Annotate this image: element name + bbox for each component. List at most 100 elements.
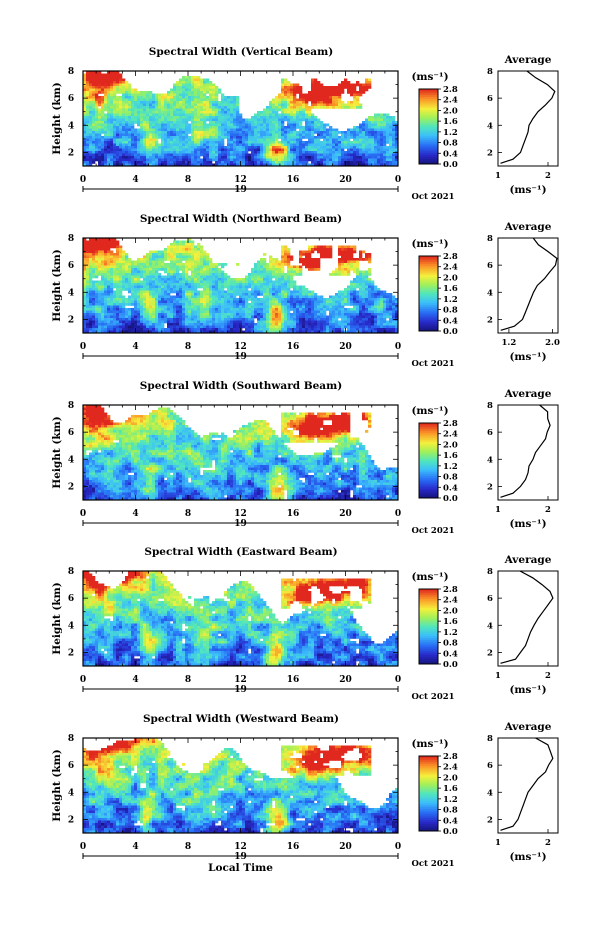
heatmap-cell bbox=[95, 288, 99, 291]
heatmap-cell bbox=[119, 101, 123, 104]
heatmap-cell bbox=[338, 163, 342, 167]
heatmap-cell bbox=[209, 138, 213, 142]
heatmap-cell bbox=[173, 123, 177, 127]
heatmap-cell bbox=[341, 81, 345, 84]
heatmap-cell bbox=[269, 121, 273, 124]
heatmap-cell bbox=[89, 113, 93, 117]
heatmap-cell bbox=[230, 158, 234, 162]
heatmap-cell bbox=[227, 298, 231, 301]
heatmap-cell bbox=[296, 151, 300, 154]
heatmap-cell bbox=[320, 146, 324, 149]
heatmap-cell bbox=[194, 121, 198, 124]
heatmap-cell bbox=[155, 96, 159, 99]
heatmap-cell bbox=[209, 275, 213, 279]
heatmap-cell bbox=[227, 323, 231, 326]
heatmap-cell bbox=[215, 268, 219, 271]
heatmap-cell bbox=[95, 113, 99, 117]
heatmap-cell bbox=[227, 101, 231, 104]
heatmap-cell bbox=[227, 275, 231, 279]
heatmap-cell bbox=[221, 106, 225, 109]
heatmap-cell bbox=[113, 103, 117, 107]
heatmap-cell bbox=[197, 323, 201, 326]
heatmap-cell bbox=[245, 313, 249, 316]
heatmap-cell bbox=[365, 146, 369, 149]
heatmap-cell bbox=[209, 298, 213, 301]
heatmap-cell bbox=[152, 153, 156, 157]
heatmap-cell bbox=[236, 323, 240, 326]
heatmap-cell bbox=[155, 328, 159, 331]
heatmap-cell bbox=[155, 318, 159, 321]
heatmap-cell bbox=[179, 131, 183, 134]
heatmap-cell bbox=[92, 288, 96, 291]
heatmap-cell bbox=[191, 248, 195, 251]
heatmap-cell bbox=[140, 300, 144, 304]
heatmap-cell bbox=[392, 146, 396, 149]
heatmap-cell bbox=[134, 315, 138, 319]
heatmap-cell bbox=[131, 275, 135, 279]
heatmap-cell bbox=[251, 325, 255, 329]
heatmap-cell bbox=[119, 288, 123, 291]
heatmap-cell bbox=[389, 131, 393, 134]
heatmap-cell bbox=[167, 310, 171, 314]
heatmap-cell bbox=[98, 295, 102, 299]
heatmap-cell bbox=[137, 295, 141, 299]
heatmap-cell bbox=[179, 315, 183, 319]
heatmap-cell bbox=[122, 91, 126, 94]
heatmap-cell bbox=[149, 96, 153, 99]
heatmap-cell bbox=[188, 283, 192, 286]
heatmap-cell bbox=[131, 131, 135, 134]
heatmap-cell bbox=[176, 263, 180, 266]
heatmap-cell bbox=[185, 118, 189, 122]
heatmap-cell bbox=[344, 156, 348, 159]
heatmap-cell bbox=[269, 138, 273, 142]
heatmap-cell bbox=[275, 113, 279, 117]
heatmap-cell bbox=[179, 93, 183, 97]
heatmap-cell bbox=[278, 118, 282, 122]
heatmap-cell bbox=[155, 250, 159, 254]
heatmap-cell bbox=[230, 278, 234, 281]
heatmap-cell bbox=[101, 136, 105, 139]
heatmap-cell bbox=[152, 138, 156, 142]
heatmap-cell bbox=[122, 310, 126, 314]
heatmap-cell bbox=[155, 285, 159, 289]
heatmap-cell bbox=[347, 131, 351, 134]
heatmap-cell bbox=[314, 141, 318, 144]
heatmap-cell bbox=[98, 328, 102, 331]
heatmap-cell bbox=[266, 118, 270, 122]
heatmap-cell bbox=[329, 143, 333, 147]
heatmap-cell bbox=[86, 273, 90, 276]
heatmap-cell bbox=[227, 108, 231, 112]
heatmap-cell bbox=[185, 153, 189, 157]
heatmap-cell bbox=[221, 298, 225, 301]
heatmap-cell bbox=[236, 300, 240, 304]
heatmap-cell bbox=[329, 133, 333, 137]
heatmap-cell bbox=[206, 163, 210, 167]
heatmap-cell bbox=[110, 161, 114, 164]
heatmap-cell bbox=[317, 106, 321, 109]
colorbar-segment bbox=[419, 104, 438, 107]
heatmap-cell bbox=[140, 111, 144, 114]
heatmap-cell bbox=[116, 315, 120, 319]
heatmap-cell bbox=[137, 131, 141, 134]
heatmap-cell bbox=[95, 123, 99, 127]
heatmap-cell bbox=[110, 273, 114, 276]
heatmap-cell bbox=[305, 96, 309, 99]
heatmap-cell bbox=[266, 111, 270, 114]
heatmap-cell bbox=[143, 126, 147, 129]
heatmap-cell bbox=[227, 113, 231, 117]
heatmap-cell bbox=[98, 330, 102, 334]
heatmap-cell bbox=[344, 153, 348, 157]
heatmap-cell bbox=[119, 153, 123, 157]
heatmap-cell bbox=[263, 136, 267, 139]
heatmap-cell bbox=[254, 308, 258, 311]
heatmap-cell bbox=[311, 106, 315, 109]
heatmap-cell bbox=[284, 101, 288, 104]
heatmap-cell bbox=[122, 118, 126, 122]
heatmap-cell bbox=[167, 143, 171, 147]
heatmap-cell bbox=[152, 93, 156, 97]
heatmap-cell bbox=[149, 163, 153, 167]
heatmap-cell bbox=[245, 131, 249, 134]
heatmap-cell bbox=[107, 96, 111, 99]
heatmap-cell bbox=[119, 91, 123, 94]
heatmap-cell bbox=[86, 138, 90, 142]
